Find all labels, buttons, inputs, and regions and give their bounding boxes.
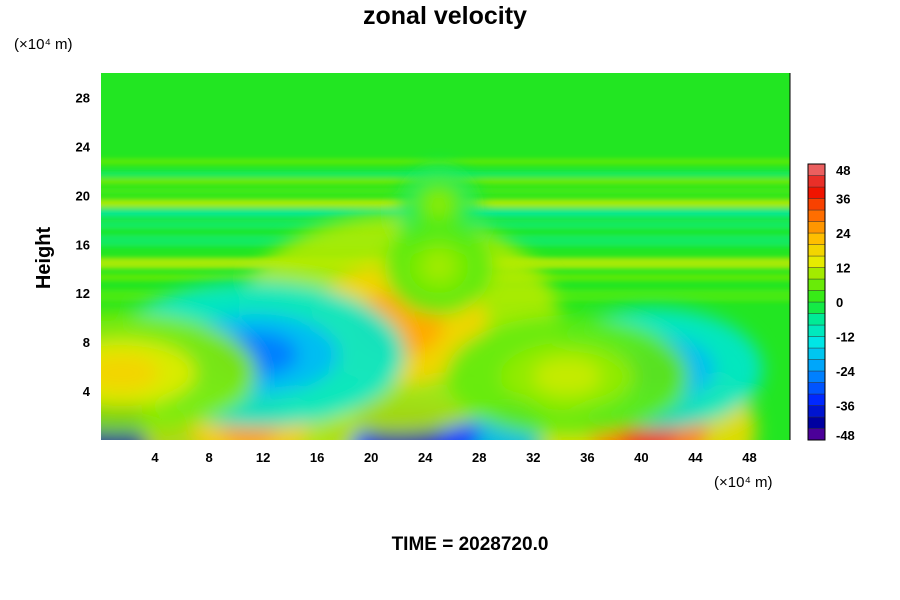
y-axis-label: Height <box>33 227 55 290</box>
time-label: TIME = 2028720.0 <box>392 534 549 555</box>
x-tick-8: 8 <box>205 450 212 465</box>
colorbar-cell <box>807 324 826 337</box>
y-tick-16: 16 <box>76 237 90 252</box>
colorbar-cell <box>807 359 826 372</box>
y-tick-labels: 4 8 12 16 20 24 28 <box>76 90 91 399</box>
feature-7-core <box>101 354 160 392</box>
band-0 <box>101 158 790 165</box>
x-tick-4: 4 <box>151 450 159 465</box>
colorbar-tick-labels: 48 36 24 12 0 -12 -24 -36 -48 <box>836 163 856 443</box>
x-tick-32: 32 <box>526 450 540 465</box>
y-tick-4: 4 <box>83 384 91 399</box>
colorbar-cell <box>807 416 826 429</box>
feature-7 <box>101 311 257 434</box>
plot-area <box>101 73 791 440</box>
y-tick-8: 8 <box>83 335 90 350</box>
x-tick-40: 40 <box>634 450 648 465</box>
colorbar-tick-48: 48 <box>836 163 850 178</box>
colorbar-cells <box>807 163 826 441</box>
x-tick-labels: 4 8 12 16 20 24 28 32 36 40 44 48 <box>151 450 756 465</box>
colorbar-cell <box>807 198 826 211</box>
contour-features <box>101 164 763 440</box>
colorbar-cell <box>807 428 826 441</box>
x-tick-48: 48 <box>742 450 756 465</box>
colorbar-cell <box>807 313 826 326</box>
colorbar-cell <box>807 186 826 199</box>
colorbar-tick--24: -24 <box>836 364 856 379</box>
colorbar-cell <box>807 163 826 176</box>
feature-11 <box>384 217 493 316</box>
colorbar-cell <box>807 278 826 291</box>
feature-8 <box>445 315 689 438</box>
colorbar-cell <box>807 290 826 303</box>
colorbar-border <box>807 163 826 441</box>
colorbar-tick-0: 0 <box>836 295 843 310</box>
feature-8-core <box>533 358 602 395</box>
colorbar-cell <box>807 347 826 360</box>
colorbar-tick--36: -36 <box>836 399 855 414</box>
x-unit-label: (×10⁴ m) <box>714 474 773 491</box>
colorbar-tick--48: -48 <box>836 428 855 443</box>
colorbar-tick--12: -12 <box>836 330 855 345</box>
colorbar-cell <box>807 405 826 418</box>
x-tick-20: 20 <box>364 450 378 465</box>
chart-title: zonal velocity <box>363 2 527 30</box>
colorbar-cell <box>807 255 826 268</box>
y-tick-28: 28 <box>76 90 90 105</box>
feature-10-core <box>431 196 447 212</box>
colorbar-cell <box>807 393 826 406</box>
colorbar-tick-12: 12 <box>836 261 850 276</box>
feature-10 <box>411 179 466 229</box>
y-tick-20: 20 <box>76 188 90 203</box>
y-tick-24: 24 <box>76 139 91 154</box>
colorbar-cell <box>807 267 826 280</box>
colorbar: 48 36 24 12 0 -12 -24 -36 -48 <box>807 163 856 443</box>
colorbar-cell <box>807 221 826 234</box>
x-tick-44: 44 <box>688 450 703 465</box>
feature-11-core <box>423 251 454 281</box>
x-tick-16: 16 <box>310 450 324 465</box>
colorbar-cell <box>807 336 826 349</box>
colorbar-cell <box>807 244 826 257</box>
x-tick-36: 36 <box>580 450 594 465</box>
x-tick-12: 12 <box>256 450 270 465</box>
colorbar-cell <box>807 232 826 245</box>
colorbar-cell <box>807 301 826 314</box>
x-tick-24: 24 <box>418 450 433 465</box>
y-tick-12: 12 <box>76 286 90 301</box>
colorbar-cell <box>807 370 826 383</box>
colorbar-cell <box>807 175 826 188</box>
x-tick-28: 28 <box>472 450 486 465</box>
y-unit-label: (×10⁴ m) <box>14 36 73 53</box>
colorbar-tick-36: 36 <box>836 192 850 207</box>
colorbar-tick-24: 24 <box>836 226 851 241</box>
colorbar-cell <box>807 209 826 222</box>
colorbar-cell <box>807 382 826 395</box>
